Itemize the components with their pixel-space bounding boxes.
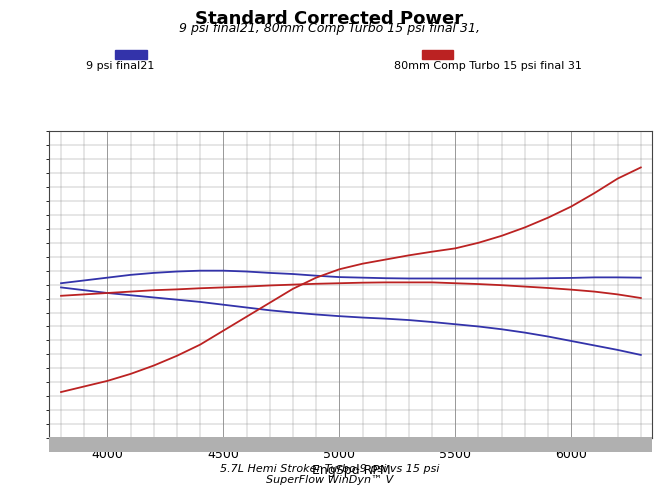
Text: 80mm Comp Turbo 15 psi final 31: 80mm Comp Turbo 15 psi final 31 xyxy=(394,61,582,71)
Text: 9 psi final21, 80mm Comp Turbo 15 psi final 31,: 9 psi final21, 80mm Comp Turbo 15 psi fi… xyxy=(179,22,480,35)
Text: 5.7L Hemi Stroker Turbo-9 psi vs 15 psi: 5.7L Hemi Stroker Turbo-9 psi vs 15 psi xyxy=(219,464,440,474)
Text: Standard Corrected Power: Standard Corrected Power xyxy=(196,10,463,28)
X-axis label: EngSpd RPM: EngSpd RPM xyxy=(312,464,390,477)
Text: 9 psi final21: 9 psi final21 xyxy=(86,61,154,71)
Text: SuperFlow WinDyn™ V: SuperFlow WinDyn™ V xyxy=(266,475,393,485)
